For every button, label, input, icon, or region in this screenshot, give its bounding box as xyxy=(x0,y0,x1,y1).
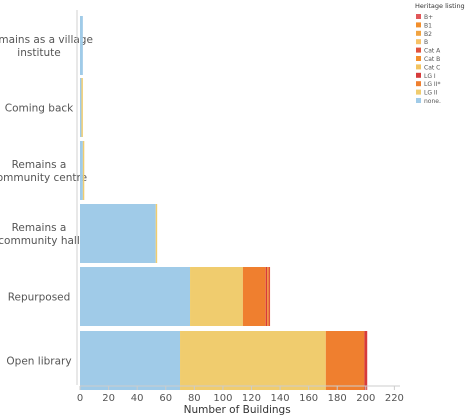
bar-segment xyxy=(242,267,266,326)
category-label: Remains as a village xyxy=(0,34,93,46)
legend-label: none. xyxy=(424,98,441,105)
legend-label: LG I xyxy=(424,73,436,80)
x-tick-label: 60 xyxy=(159,393,172,404)
bar-segment xyxy=(180,331,326,390)
legend-swatch xyxy=(416,14,421,19)
legend-swatch xyxy=(416,81,421,87)
bar-segment xyxy=(82,141,85,200)
category-label: Repurposed xyxy=(8,292,71,304)
legend-swatch xyxy=(416,72,421,78)
x-tick-label: 220 xyxy=(385,393,404,404)
x-tick-label: 200 xyxy=(356,393,375,404)
bars xyxy=(80,16,368,390)
legend-swatch xyxy=(416,47,421,53)
category-label: Remains a xyxy=(12,222,67,234)
bar-segment xyxy=(268,267,271,326)
bar-segment xyxy=(190,267,243,326)
legend-label: LG II xyxy=(424,90,438,97)
x-axis-title: Number of Buildings xyxy=(184,404,291,416)
legend-label: B xyxy=(424,39,428,46)
bar-segment xyxy=(81,78,83,137)
legend-swatch xyxy=(416,56,421,61)
category-label: Open library xyxy=(6,356,71,368)
bar-segment xyxy=(364,331,368,390)
category-label: community centre xyxy=(0,172,87,184)
bar-segment xyxy=(80,16,83,75)
bar-segment xyxy=(267,267,269,326)
bar-segment xyxy=(80,331,181,390)
category-label: community hall xyxy=(0,235,80,247)
legend-label: Cat A xyxy=(424,48,441,55)
legend-swatch xyxy=(416,89,421,95)
x-axis: 0 20 40 60 80 100 120 140 160 180 200 220 xyxy=(76,10,404,404)
legend-label: Cat C xyxy=(424,64,440,71)
legend-label: B+ xyxy=(424,14,433,21)
legend-label: B2 xyxy=(424,31,432,38)
legend-swatch xyxy=(416,39,421,45)
bar-segment xyxy=(155,204,158,263)
x-tick-label: 0 xyxy=(77,393,83,404)
category-label: institute xyxy=(17,47,60,59)
category-label: Remains a xyxy=(12,159,67,171)
legend-title: Heritage listing xyxy=(415,2,465,10)
bar-segment xyxy=(80,78,82,137)
legend-swatch xyxy=(416,22,421,28)
category-label: Coming back xyxy=(5,103,74,115)
legend-swatch xyxy=(416,64,421,70)
x-tick-label: 140 xyxy=(271,393,290,404)
legend-swatch xyxy=(416,98,421,103)
bar-segment xyxy=(265,267,268,326)
bar-segment xyxy=(80,141,83,200)
x-tick-label: 20 xyxy=(102,393,115,404)
bar-segment xyxy=(80,267,191,326)
x-tick-label: 40 xyxy=(131,393,144,404)
x-tick-label: 180 xyxy=(328,393,347,404)
x-tick-label: 120 xyxy=(242,393,261,404)
legend-label: LG II* xyxy=(424,81,440,88)
legend-label: B1 xyxy=(424,22,432,29)
x-tick-label: 80 xyxy=(188,393,201,404)
x-tick-label: 100 xyxy=(213,393,232,404)
legend-swatch xyxy=(416,30,421,36)
bar-segment xyxy=(325,331,365,390)
x-tick-label: 160 xyxy=(299,393,318,404)
legend-label: Cat B xyxy=(424,56,440,63)
bar-segment xyxy=(80,204,156,263)
